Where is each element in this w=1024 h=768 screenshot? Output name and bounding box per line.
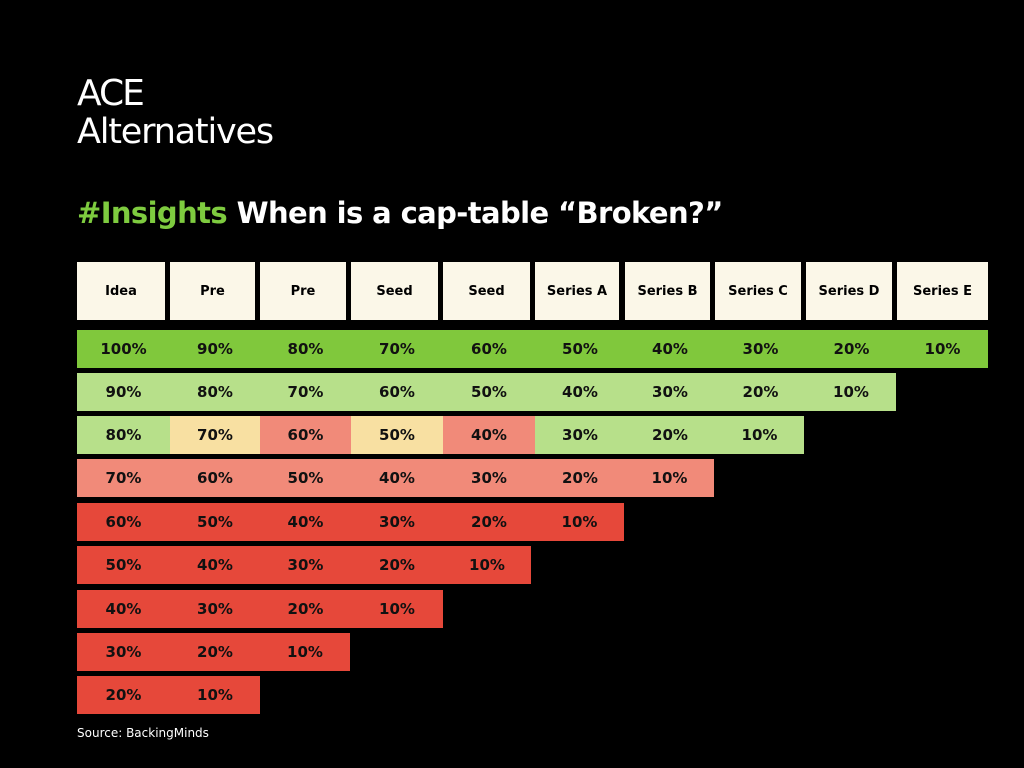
table-cell: 30% bbox=[562, 426, 598, 444]
table-cell: 80% bbox=[197, 383, 233, 401]
table-cell: 20% bbox=[742, 383, 779, 401]
table-cell: 20% bbox=[562, 469, 598, 487]
table-cell: 40% bbox=[287, 513, 324, 531]
table-cell: 20% bbox=[379, 556, 415, 574]
column-header: Idea bbox=[77, 262, 165, 320]
title-hashtag: #Insights bbox=[77, 196, 228, 230]
table-cell: 10% bbox=[651, 469, 688, 487]
table-cell: 50% bbox=[351, 416, 443, 454]
page-title: #Insights When is a cap-table “Broken?” bbox=[77, 193, 723, 233]
table-cell: 30% bbox=[652, 383, 688, 401]
table-row: 30% 20% 10% bbox=[77, 633, 350, 671]
cap-table-grid: Idea Pre Pre Seed Seed Series A Series B Series… bbox=[77, 262, 988, 716]
table-cell: 30% bbox=[197, 600, 233, 618]
table-cell: 50% bbox=[287, 469, 324, 487]
column-header: Series E bbox=[897, 262, 988, 320]
table-cell: 100% bbox=[100, 340, 147, 358]
column-header: Seed bbox=[443, 262, 530, 320]
table-cell: 40% bbox=[379, 469, 415, 487]
table-cell: 10% bbox=[379, 600, 415, 618]
table-cell: 10% bbox=[833, 383, 869, 401]
column-header: Series D bbox=[806, 262, 892, 320]
table-cell: 20% bbox=[471, 513, 507, 531]
table-cell: 30% bbox=[471, 469, 507, 487]
table-cell: 10% bbox=[741, 426, 778, 444]
table-row: 80% 70% 60% 50% 40% 30% 20% 10% bbox=[77, 416, 804, 454]
table-cell: 40% bbox=[652, 340, 688, 358]
table-cell: 90% bbox=[105, 383, 142, 401]
table-cell: 10% bbox=[561, 513, 598, 531]
table-row: 60% 50% 40% 30% 20% 10% bbox=[77, 503, 624, 541]
table-cell: 80% bbox=[287, 340, 324, 358]
table-cell: 70% bbox=[170, 416, 260, 454]
table-cell: 30% bbox=[105, 643, 142, 661]
table-cell: 60% bbox=[260, 416, 351, 454]
table-cell: 20% bbox=[652, 426, 688, 444]
table-cell: 90% bbox=[197, 340, 233, 358]
table-cell: 30% bbox=[287, 556, 324, 574]
table-cell: 10% bbox=[469, 556, 505, 574]
column-header: Series B bbox=[625, 262, 710, 320]
table-cell: 70% bbox=[287, 383, 324, 401]
brand-logo: ACE Alternatives bbox=[77, 73, 274, 153]
table-cell: 10% bbox=[197, 686, 233, 704]
table-cell: 40% bbox=[197, 556, 233, 574]
column-header: Series C bbox=[715, 262, 801, 320]
table-cell: 60% bbox=[379, 383, 415, 401]
table-cell: 20% bbox=[833, 340, 870, 358]
column-header: Pre bbox=[170, 262, 255, 320]
column-header: Seed bbox=[351, 262, 438, 320]
table-cell: 80% bbox=[105, 426, 142, 444]
column-header: Pre bbox=[260, 262, 346, 320]
table-row: 100% 90% 80% 70% 60% 50% 40% 30% 20% 10% bbox=[77, 330, 988, 368]
logo-line-1: ACE bbox=[77, 73, 145, 114]
table-cell: 60% bbox=[471, 340, 507, 358]
table-row: 70% 60% 50% 40% 30% 20% 10% bbox=[77, 459, 714, 497]
table-cell: 70% bbox=[379, 340, 415, 358]
table-row: 40% 30% 20% 10% bbox=[77, 590, 443, 628]
table-cell: 40% bbox=[105, 600, 142, 618]
table-row: 50% 40% 30% 20% 10% bbox=[77, 546, 531, 584]
title-text: When is a cap-table “Broken?” bbox=[236, 196, 724, 230]
table-cell: 70% bbox=[105, 469, 142, 487]
table-cell: 40% bbox=[562, 383, 598, 401]
table-cell: 50% bbox=[105, 556, 142, 574]
table-cell: 60% bbox=[197, 469, 233, 487]
source-note: Source: BackingMinds bbox=[77, 726, 209, 740]
table-cell: 20% bbox=[105, 686, 142, 704]
table-cell: 50% bbox=[197, 513, 233, 531]
table-row: 20% 10% bbox=[77, 676, 260, 714]
table-cell: 20% bbox=[197, 643, 233, 661]
logo-line-2: Alternatives bbox=[77, 112, 274, 152]
table-cell: 10% bbox=[287, 643, 323, 661]
column-header: Series A bbox=[535, 262, 619, 320]
table-cell: 50% bbox=[562, 340, 598, 358]
table-cell: 10% bbox=[924, 340, 961, 358]
table-cell: 20% bbox=[287, 600, 324, 618]
table-cell: 30% bbox=[742, 340, 779, 358]
table-cell: 50% bbox=[471, 383, 507, 401]
table-cell: 30% bbox=[379, 513, 415, 531]
table-row: 90% 80% 70% 60% 50% 40% 30% 20% 10% bbox=[77, 373, 896, 411]
table-cell: 60% bbox=[105, 513, 142, 531]
table-cell: 40% bbox=[443, 416, 535, 454]
